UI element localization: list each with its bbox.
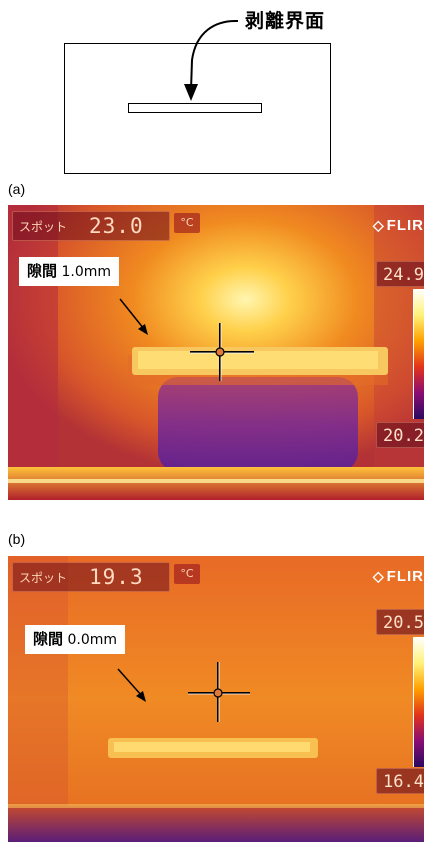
gap-label-text: 隙間 [27,262,58,280]
overlay-graphics-b [117,662,250,722]
brand-name: FLIR [386,568,424,585]
color-scale-bar [413,637,424,767]
gap-label-text: 隙間 [33,630,64,648]
flir-logo: ◇ FLIR [373,568,424,585]
interface-arrow [184,19,239,101]
spot-label: スポット [19,219,68,234]
spot-label: スポット [19,570,68,585]
thermal-image-b: スポット 19.3 °C ◇ FLIR 20.5 16.4 隙間 0.0mm [8,556,424,842]
spot-temperature: 23.0 [89,214,144,238]
gap-label-b: 隙間 0.0mm [25,625,126,654]
flir-mark-icon: ◇ [372,568,385,584]
flir-mark-icon: ◇ [372,217,385,233]
spot-temperature: 19.3 [89,565,144,589]
interface-label: 剥離界面 [245,10,326,32]
overlay-graphics-a [119,298,254,381]
crosshair-icon [188,662,250,722]
gap-value: 1.0mm [61,264,112,280]
thermal-image-a: スポット 23.0 °C ◇ FLIR 24.9 20.2 隙間 1.0mm [8,205,424,500]
gap-value: 0.0mm [67,632,118,648]
spot-readout-a: スポット 23.0 [12,211,170,241]
brand-name: FLIR [386,217,424,234]
panel-label-b: (b) [8,531,26,547]
scale-min-value: 16.4 [376,768,424,794]
panel-label-a: (a) [8,181,26,197]
flir-logo: ◇ FLIR [373,217,424,234]
temperature-unit: °C [174,213,200,233]
scale-max-value: 24.9 [376,261,424,287]
crosshair-icon [190,323,254,381]
color-scale-bar [413,289,424,419]
temperature-unit: °C [174,564,200,584]
interface-slit [128,103,262,113]
peel-interface-diagram: 剥離界面 [0,0,424,180]
gap-label-a: 隙間 1.0mm [19,257,120,286]
thermal-background-b [8,556,424,842]
pointer-arrow-a [119,298,148,335]
pointer-arrow-b [117,668,146,702]
scale-min-value: 20.2 [376,422,424,448]
scale-max-value: 20.5 [376,609,424,635]
spot-readout-b: スポット 19.3 [12,562,170,592]
